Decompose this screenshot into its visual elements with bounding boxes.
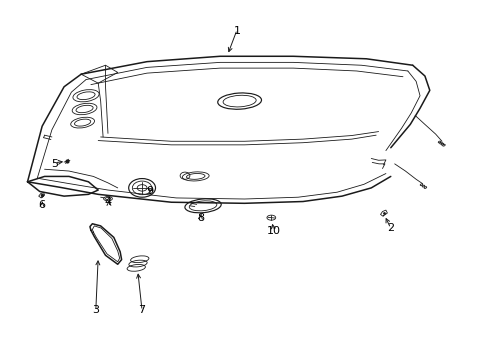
Text: 8: 8: [197, 213, 204, 222]
Text: 6: 6: [39, 200, 45, 210]
Text: 1: 1: [233, 26, 240, 36]
Text: 3: 3: [92, 305, 99, 315]
Text: 4: 4: [104, 197, 111, 207]
Text: 2: 2: [386, 224, 393, 233]
Text: 5: 5: [51, 159, 58, 169]
Text: 10: 10: [266, 226, 280, 236]
Text: 7: 7: [138, 305, 145, 315]
Text: 9: 9: [145, 186, 153, 197]
